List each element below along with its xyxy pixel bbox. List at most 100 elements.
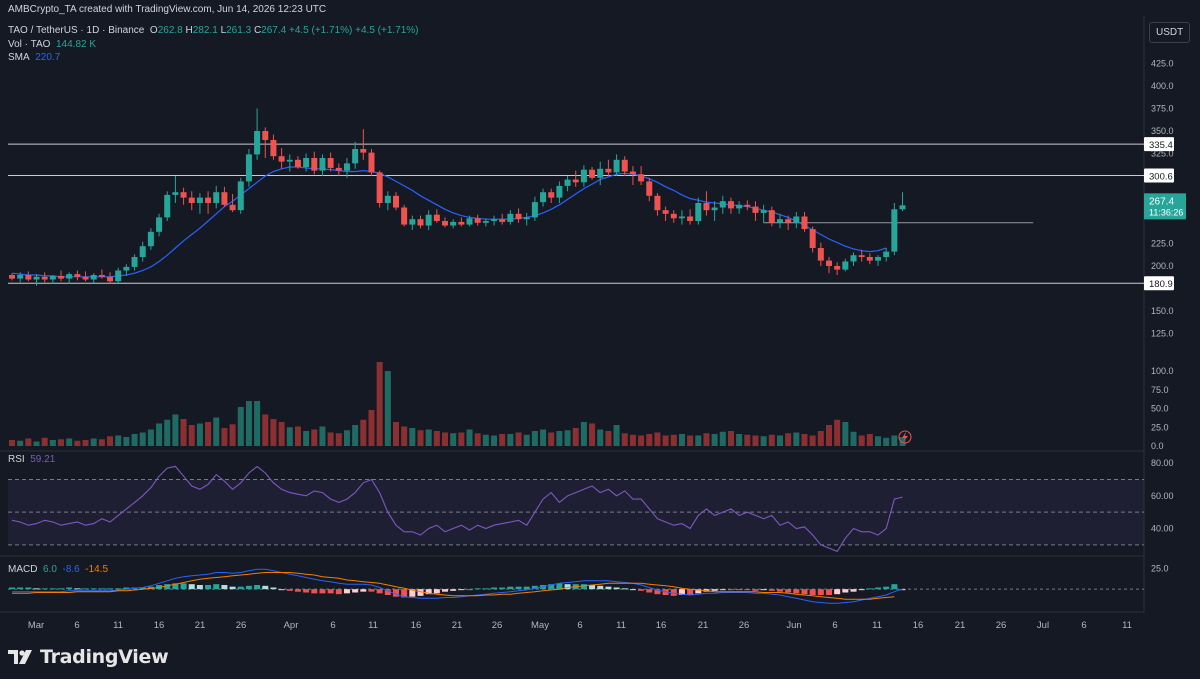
time-axis-label: 26 <box>492 620 503 631</box>
candle-body <box>392 195 399 208</box>
time-axis-label: 26 <box>739 620 750 631</box>
last-price-label: 267.4 <box>1149 196 1174 207</box>
macd-histogram-bar <box>801 589 808 595</box>
candle-body <box>875 257 882 261</box>
candle-body <box>343 163 350 171</box>
signal-line <box>12 572 895 600</box>
macd-histogram-bar <box>736 589 743 591</box>
volume-bar <box>556 431 563 446</box>
time-axis-label: 16 <box>154 620 165 631</box>
candle-body <box>809 229 816 248</box>
macd-histogram-bar <box>793 589 800 594</box>
candle-body <box>760 210 767 213</box>
price-axis-label: 25.0 <box>1151 422 1169 432</box>
volume-bar <box>662 435 669 446</box>
volume-bar <box>809 435 816 446</box>
volume-bar <box>752 435 759 446</box>
macd-histogram-bar <box>474 588 481 590</box>
candle-body <box>17 275 24 279</box>
currency-button[interactable]: USDT <box>1149 22 1191 43</box>
candle-body <box>678 216 685 219</box>
candle-body <box>286 159 293 162</box>
volume-bar <box>147 429 154 446</box>
rsi-axis-label: 60.00 <box>1151 491 1174 501</box>
macd-histogram-bar <box>809 589 816 595</box>
time-axis-label: May <box>531 620 549 631</box>
volume-bar <box>311 429 318 446</box>
histogram-value: -14.5 <box>85 564 109 575</box>
candle-body <box>899 205 906 210</box>
volume-bar <box>131 434 138 446</box>
price-axis-label: 0.0 <box>1151 441 1164 451</box>
time-axis-label: 11 <box>1122 620 1132 631</box>
volume-bar <box>41 437 48 446</box>
volume-bar <box>515 432 522 446</box>
candle-body <box>58 275 65 279</box>
volume-bar <box>883 437 890 446</box>
macd-histogram-bar <box>343 589 350 594</box>
volume-bar <box>82 440 89 446</box>
volume-bar <box>638 435 645 446</box>
rsi-axis-label: 80.00 <box>1151 458 1174 468</box>
volume-bar <box>278 422 285 446</box>
volume-bar <box>834 419 841 446</box>
time-axis-label: Apr <box>284 620 299 631</box>
time-axis-label: 21 <box>698 620 709 631</box>
macd-histogram-bar <box>303 589 310 593</box>
volume-bar <box>613 425 620 446</box>
macd-histogram-bar <box>842 589 849 593</box>
candle-body <box>744 204 751 207</box>
macd-histogram-bar <box>727 589 734 591</box>
volume-bar <box>425 429 432 446</box>
candle-body <box>205 197 212 203</box>
countdown-label: 11:36:26 <box>1149 207 1183 217</box>
macd-histogram-bar <box>229 586 236 590</box>
macd-histogram-bar <box>221 585 228 590</box>
candle-body <box>817 248 824 261</box>
candle-body <box>515 213 522 220</box>
volume-bar <box>319 426 326 446</box>
macd-value: 6.0 <box>43 564 57 575</box>
candle-body <box>33 276 40 280</box>
macd-histogram-bar <box>335 589 342 595</box>
candle-body <box>458 221 465 225</box>
macd-histogram-bar <box>776 589 783 592</box>
volume-bar <box>564 430 571 446</box>
candle-body <box>335 167 342 171</box>
macd-histogram-bar <box>458 589 465 591</box>
candle-body <box>540 192 547 203</box>
volume-bar <box>654 432 661 446</box>
credit-text: AMBCrypto_TA created with TradingView.co… <box>8 4 327 15</box>
macd-histogram-bar <box>548 584 555 590</box>
macd-histogram-bar <box>172 583 179 590</box>
low-value: 261.3 <box>226 25 252 36</box>
candle-body <box>891 209 898 252</box>
candle-body <box>499 219 506 222</box>
volume-bar <box>793 432 800 446</box>
candle-body <box>303 158 310 167</box>
time-axis-label: 11 <box>616 620 626 631</box>
macd-histogram-bar <box>294 589 301 592</box>
macd-histogram-bar <box>392 589 399 597</box>
time-axis-label: 26 <box>236 620 247 631</box>
macd-histogram-bar <box>237 586 244 590</box>
candle-body <box>442 221 449 226</box>
candle-body <box>450 221 457 226</box>
high-label: H <box>185 25 193 36</box>
candle-body <box>785 219 792 223</box>
macd-histogram-bar <box>90 588 97 590</box>
candle-body <box>736 204 743 209</box>
candle-body <box>703 203 710 211</box>
macd-histogram-bar <box>646 589 653 593</box>
macd-histogram-bar <box>17 587 24 590</box>
volume-bar <box>776 435 783 446</box>
volume-bar <box>678 434 685 446</box>
volume-bar <box>433 431 440 446</box>
macd-histogram-bar <box>409 589 416 597</box>
candle-body <box>237 181 244 211</box>
price-axis-label: 350.0 <box>1151 126 1174 136</box>
macd-histogram-bar <box>74 588 81 590</box>
volume-bar <box>727 431 734 446</box>
candle-body <box>311 158 318 171</box>
